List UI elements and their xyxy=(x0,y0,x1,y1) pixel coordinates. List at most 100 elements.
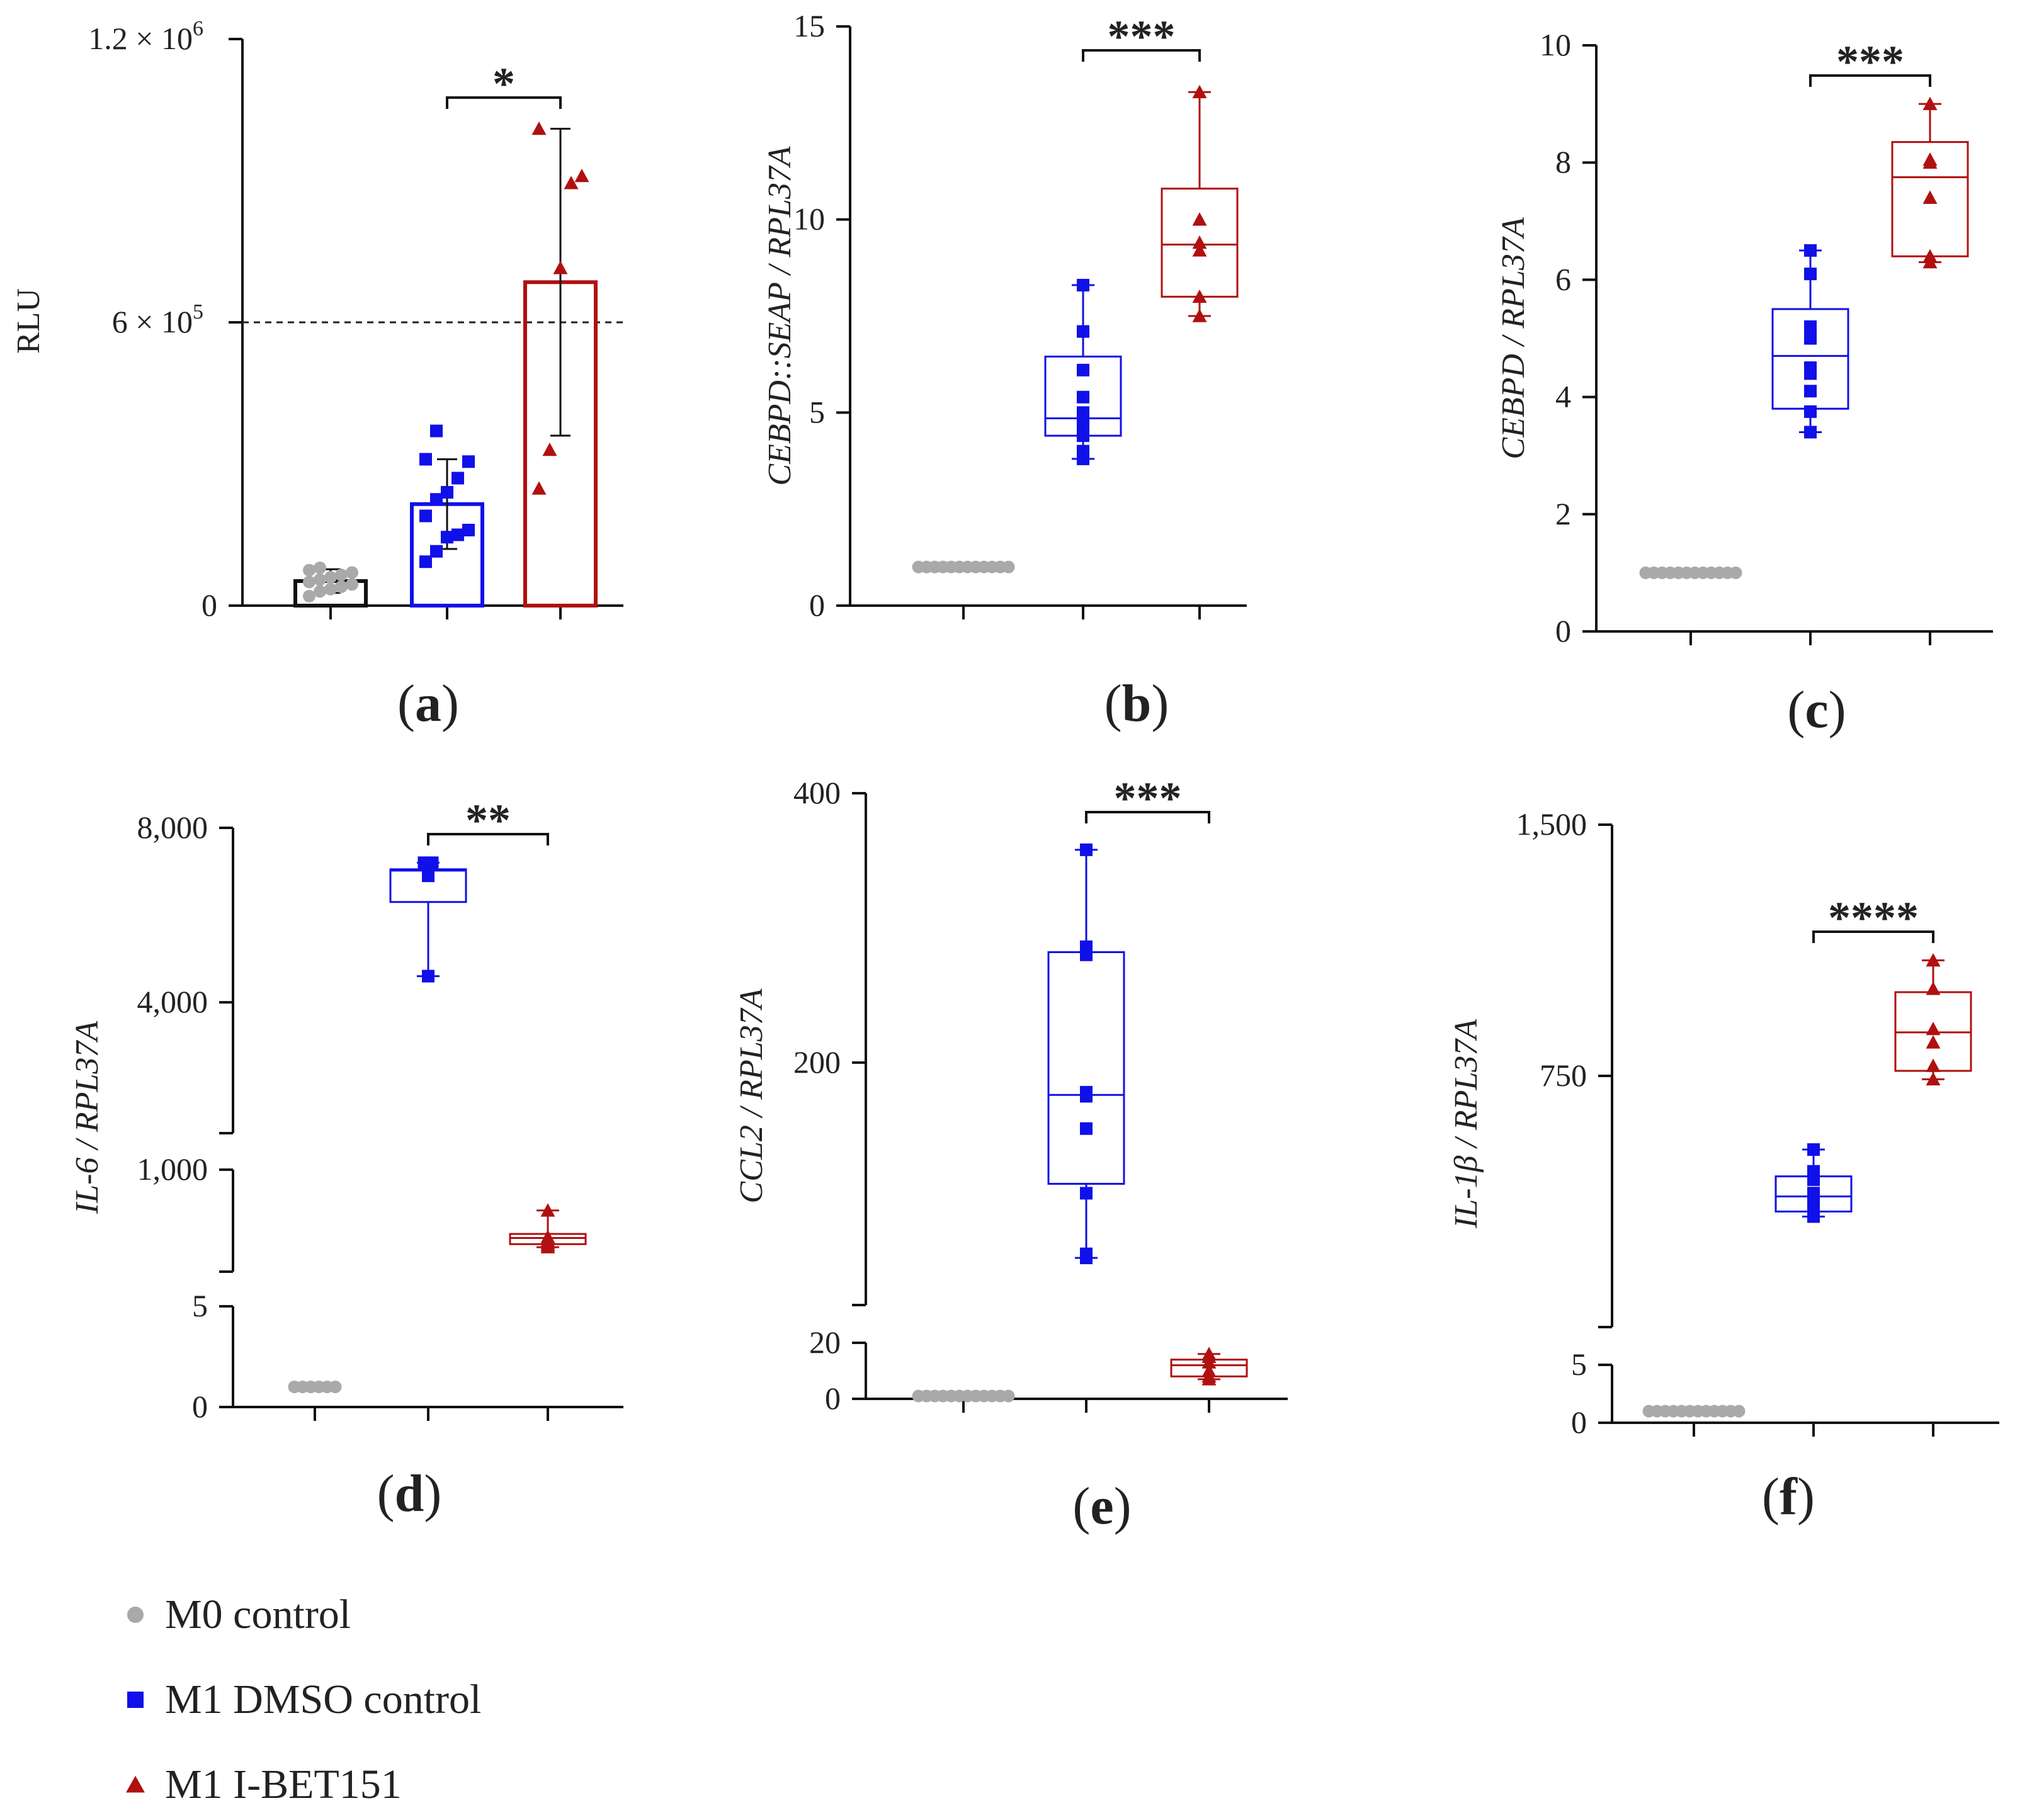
data-point xyxy=(1192,243,1207,257)
data-point xyxy=(419,453,432,466)
data-point xyxy=(462,524,475,536)
panel-label: (d) xyxy=(377,1464,442,1523)
data-point xyxy=(1922,152,1938,166)
y-axis-label-group: CCL2 / RPL37A xyxy=(734,988,769,1203)
significance-bracket xyxy=(1809,74,1931,87)
y-tick-label: 6 xyxy=(1555,261,1571,297)
data-point xyxy=(303,590,315,602)
data-point xyxy=(303,563,315,577)
data-point xyxy=(1926,1022,1941,1036)
y-tick-label: 10 xyxy=(793,201,825,237)
legend-marker-square xyxy=(127,1692,144,1708)
data-point xyxy=(1804,268,1817,281)
data-point xyxy=(1192,84,1207,99)
data-point xyxy=(430,493,443,506)
data-point xyxy=(1729,566,1742,579)
legend-label: M1 I-BET151 xyxy=(165,1761,402,1807)
data-point xyxy=(1002,560,1015,574)
y-axis-label: RLU xyxy=(11,288,47,354)
data-point xyxy=(303,575,315,589)
y-axis-label-group: CEBPD::SEAP / RPL37A xyxy=(762,146,798,485)
data-point xyxy=(1807,1203,1820,1216)
data-point xyxy=(1804,332,1817,345)
legend-marker-circle xyxy=(127,1607,144,1623)
data-point xyxy=(1922,249,1938,263)
data-point xyxy=(335,568,348,582)
significance-label: *** xyxy=(1836,37,1904,87)
y-tick-label: 1,000 xyxy=(137,1151,208,1187)
data-point xyxy=(1804,385,1817,398)
significance-label: *** xyxy=(1108,11,1176,62)
y-axis-label-group: IL-6 / RPL37A xyxy=(69,1021,105,1214)
data-point xyxy=(346,566,358,579)
data-point xyxy=(564,176,579,189)
data-point xyxy=(1080,1122,1093,1135)
significance-bracket xyxy=(1085,811,1210,823)
data-point xyxy=(1926,1035,1941,1049)
panel-label: (c) xyxy=(1787,681,1846,739)
data-point xyxy=(1804,426,1817,439)
data-point xyxy=(346,578,358,591)
data-point xyxy=(1201,1364,1217,1377)
y-axis-label: IL-1β / RPL37A xyxy=(1448,1019,1484,1229)
data-point xyxy=(329,1381,342,1393)
data-point xyxy=(419,555,432,568)
legend-marker-triangle xyxy=(126,1775,145,1793)
y-tick-label: 6 × 105 xyxy=(112,300,203,339)
data-point xyxy=(1077,363,1089,376)
data-point xyxy=(540,1229,555,1243)
data-point xyxy=(1002,1389,1015,1403)
panel-d: 0 5 1,000 4,000 8,000 ** IL-6 / RPL37A (d) xyxy=(69,795,623,1523)
y-tick-label: 4 xyxy=(1555,379,1571,414)
data-point xyxy=(1192,308,1207,322)
data-point xyxy=(324,582,337,596)
panel-label: (a) xyxy=(397,674,459,733)
y-tick-label: 0 xyxy=(809,587,825,623)
data-point xyxy=(314,562,326,574)
data-point xyxy=(1080,843,1093,856)
legend-item: M0 control xyxy=(120,1590,351,1640)
data-point xyxy=(1926,981,1941,995)
data-point xyxy=(1080,1247,1093,1260)
y-tick-label: 5 xyxy=(192,1288,208,1323)
data-point xyxy=(1807,1143,1820,1156)
data-point xyxy=(1080,940,1093,953)
data-point xyxy=(1080,1187,1093,1200)
data-point xyxy=(1080,1085,1093,1099)
data-point xyxy=(531,481,547,495)
data-point xyxy=(1804,244,1817,257)
data-point xyxy=(1804,320,1817,333)
significance-label: ** xyxy=(465,795,511,845)
data-point xyxy=(1201,1347,1217,1360)
legend: M0 control M1 DMSO control M1 I-BET151 xyxy=(120,1590,623,1807)
data-point xyxy=(1077,325,1089,338)
data-point xyxy=(1804,361,1817,375)
iqr-box xyxy=(1047,951,1125,1185)
data-point xyxy=(335,580,348,593)
y-tick-label: 1,500 xyxy=(1516,806,1587,842)
data-point xyxy=(1077,406,1089,419)
data-point xyxy=(1922,96,1938,110)
data-point xyxy=(430,545,443,558)
data-point xyxy=(441,486,453,499)
data-point xyxy=(1192,212,1207,226)
data-point xyxy=(426,856,439,869)
significance-label: *** xyxy=(1114,773,1182,823)
data-point xyxy=(1192,289,1207,303)
legend-item: M1 I-BET151 xyxy=(120,1760,402,1810)
panel-b: 0 5 10 15 ***CEBPD::SEAP / RPL37A(b) xyxy=(762,8,1247,733)
panel-label: (e) xyxy=(1072,1477,1131,1535)
y-axis-label: CEBPD::SEAP / RPL37A xyxy=(762,146,798,485)
y-tick-label: 200 xyxy=(793,1044,841,1080)
data-point xyxy=(1926,1071,1941,1086)
y-tick-label: 4,000 xyxy=(137,984,208,1019)
data-point xyxy=(324,571,337,584)
legend-item: M1 DMSO control xyxy=(120,1675,481,1725)
y-axis-label-group: CEBPD / RPL37A xyxy=(1496,217,1531,459)
y-tick-label: 20 xyxy=(809,1325,841,1360)
data-point xyxy=(441,531,453,544)
data-point xyxy=(1077,390,1089,404)
data-point xyxy=(1192,235,1207,249)
panel-e: 0 20 200 400 *** CCL2 / RPL37A (e) xyxy=(734,773,1288,1535)
